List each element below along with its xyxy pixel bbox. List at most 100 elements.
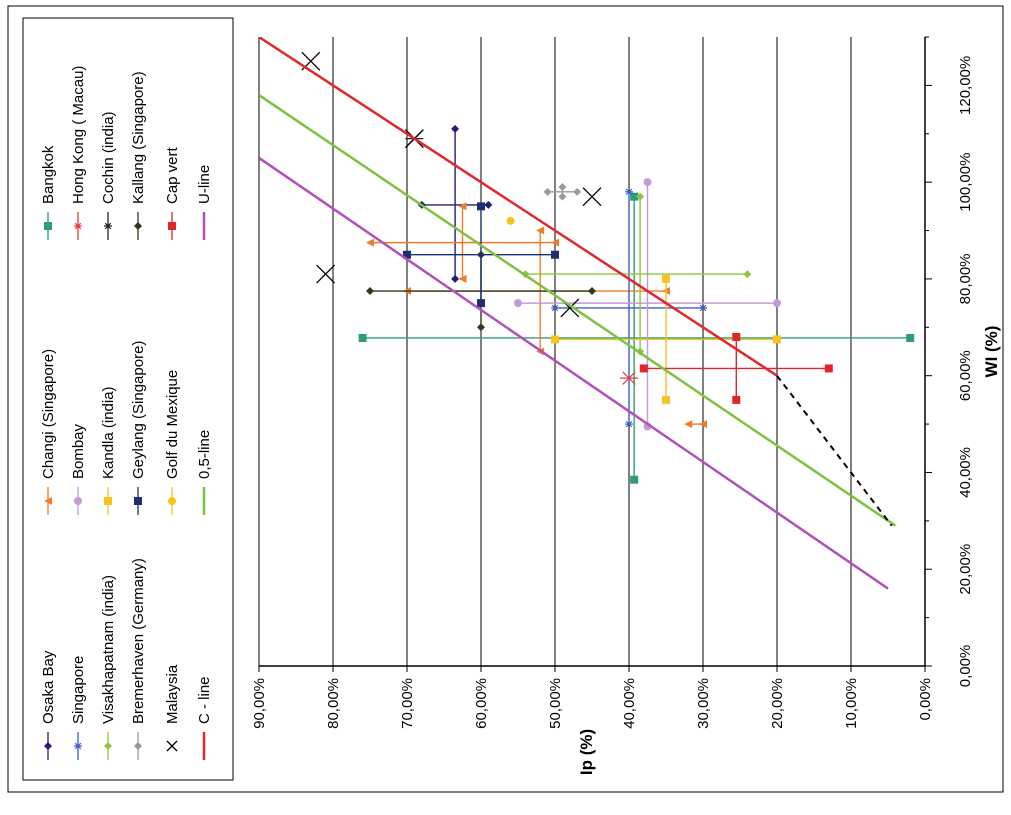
changi-singapore-point xyxy=(536,226,545,235)
kandla-india-point xyxy=(662,274,670,283)
ip-tick-label: 30,00% xyxy=(695,678,712,729)
golf-du-mexique-point xyxy=(506,216,515,225)
changi-singapore-point xyxy=(366,238,374,247)
bangkok-point xyxy=(906,333,915,342)
x-stroke xyxy=(582,187,602,207)
c-line-line xyxy=(259,37,778,377)
legend-label: Geylang (Singapore) xyxy=(130,341,147,479)
bangkok-point xyxy=(630,475,639,484)
outer-frame xyxy=(7,5,1004,793)
legend-label: U-line xyxy=(196,165,213,204)
x-stroke xyxy=(316,264,336,284)
legend-label: Bangkok xyxy=(40,145,57,204)
bombay-point xyxy=(643,178,652,187)
legend-label: 0,5-line xyxy=(196,430,213,479)
bremerhaven-germany-point xyxy=(573,187,582,196)
osaka-bay-point xyxy=(451,124,460,133)
legend-swatch-marker xyxy=(134,742,142,750)
legend-entry-singapore: Singapore xyxy=(70,656,87,760)
kallang-singapore-point xyxy=(588,287,596,296)
ip-tick-label: 60,00% xyxy=(473,678,490,729)
geylang-singapore-point xyxy=(551,250,559,259)
hong-kong-macau-point xyxy=(620,371,638,385)
cap-vert-point xyxy=(732,395,741,404)
geylang-singapore-point xyxy=(477,202,485,211)
wi-tick-label: 120,00% xyxy=(957,56,974,115)
legend-entry-bremerhaven-germany: Bremerhaven (Germany) xyxy=(130,558,147,760)
cap-vert-point xyxy=(824,364,833,373)
legend-entry-0-5-line: 0,5-line xyxy=(196,430,213,515)
wi-axis-title: WI (%) xyxy=(982,326,1001,378)
osaka-bay-point xyxy=(484,200,493,209)
legend-entry-cochin-india: Cochin (india) xyxy=(100,111,117,240)
legend-entry-golf-du-mexique: Golf du Mexique xyxy=(164,370,181,515)
changi-singapore-point xyxy=(551,238,559,247)
ip-axis-title: Ip (%) xyxy=(577,729,596,775)
visakhapatnam-india-point xyxy=(636,192,645,201)
legend-entry-malaysia: Malaysia xyxy=(164,664,181,760)
osaka-bay-point xyxy=(451,274,460,283)
ip-tick-label: 40,00% xyxy=(621,678,638,729)
singapore-point xyxy=(625,188,633,196)
legend-label: Hong Kong ( Macau) xyxy=(70,66,87,204)
legend-label: Bremerhaven (Germany) xyxy=(130,558,147,724)
x-stroke xyxy=(560,298,580,318)
kallang-singapore-point xyxy=(366,287,374,296)
legend-label: Singapore xyxy=(70,656,87,724)
geylang-singapore-point xyxy=(403,250,411,259)
ip-tick-label: 90,00% xyxy=(251,678,268,729)
kandla-india-point xyxy=(773,335,781,344)
legend-label: Cochin (india) xyxy=(100,111,117,204)
singapore-point xyxy=(625,420,633,428)
wi-tick-label: 20,00% xyxy=(957,544,974,595)
kallang-singapore-point xyxy=(477,323,485,332)
legend-swatch-marker xyxy=(44,222,52,230)
legend-entry-geylang-singapore: Geylang (Singapore) xyxy=(130,341,147,515)
asterisk-stroke xyxy=(74,222,82,230)
asterisk-stroke xyxy=(699,304,707,312)
ip-tick-label: 10,00% xyxy=(843,678,860,729)
kandla-india-point xyxy=(551,335,559,344)
legend-label: Cap vert xyxy=(164,146,181,204)
changi-singapore-point xyxy=(699,420,707,429)
legend-label: Visakhapatnam (india) xyxy=(100,575,117,724)
legend-swatch-marker xyxy=(104,497,112,505)
series-18-line xyxy=(776,375,893,527)
ip-tick-label: 50,00% xyxy=(547,678,564,729)
wi-tick-label: 40,00% xyxy=(957,447,974,498)
legend-entry-bombay: Bombay xyxy=(70,423,87,515)
asterisk-stroke xyxy=(622,371,636,385)
kandla-india-point xyxy=(662,395,670,404)
u-line-line xyxy=(259,156,889,590)
legend-label: Golf du Mexique xyxy=(164,370,181,479)
legend-label: Bombay xyxy=(70,423,87,479)
ip-tick-label: 80,00% xyxy=(325,678,342,729)
wi-tick-label: 100,00% xyxy=(957,153,974,212)
bangkok-point xyxy=(630,192,639,201)
0-5-line-line xyxy=(259,94,897,527)
malaysia-point xyxy=(582,187,602,207)
legend-swatch-marker xyxy=(44,742,52,750)
legend-entry-cap-vert: Cap vert xyxy=(164,146,181,240)
legend-entry-c-line: C - line xyxy=(196,676,213,760)
legend-box xyxy=(22,17,234,781)
legend-swatch-marker xyxy=(134,497,142,505)
ip-tick-label: 70,00% xyxy=(399,678,416,729)
cap-vert-point xyxy=(639,364,648,373)
changi-singapore-point xyxy=(684,420,693,429)
legend-entry-u-line: U-line xyxy=(196,165,213,240)
legend-label: Osaka Bay xyxy=(40,650,57,724)
legend-swatch-marker xyxy=(168,497,176,505)
bangkok-point xyxy=(358,333,367,342)
legend-entry-bangkok: Bangkok xyxy=(40,145,57,240)
legend-entry-visakhapatnam-india: Visakhapatnam (india) xyxy=(100,575,117,760)
ip-tick-label: 20,00% xyxy=(769,678,786,729)
asterisk-stroke xyxy=(104,222,112,230)
legend-swatch-marker xyxy=(166,740,178,752)
legend-label: C - line xyxy=(196,676,213,724)
wi-tick-label: 60,00% xyxy=(957,350,974,401)
legend-swatch-marker xyxy=(44,497,52,505)
visakhapatnam-india-point xyxy=(743,270,752,279)
